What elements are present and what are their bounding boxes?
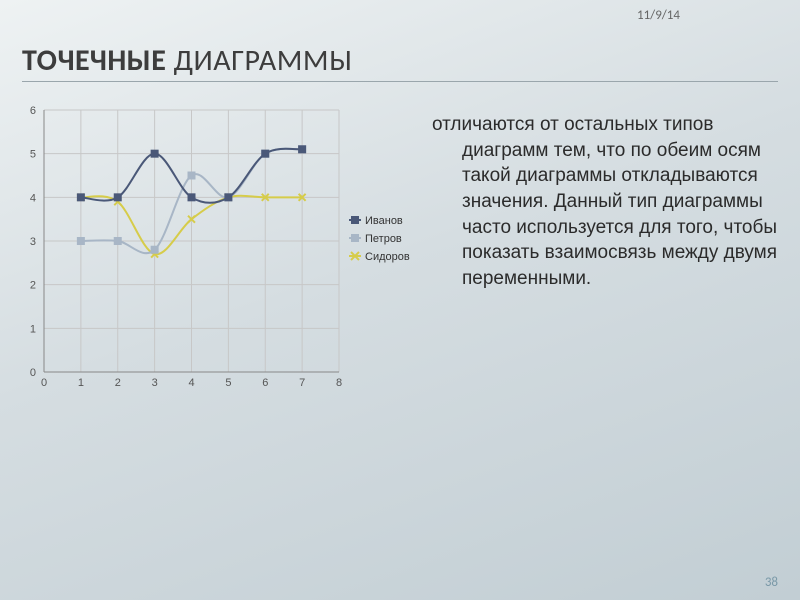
chart-svg: 0 1 2 3 4 5 6 0 1 2 3 4 5 6 7 8 Иванов Петров Сидоров [14,100,424,400]
scatter-chart: 0 1 2 3 4 5 6 0 1 2 3 4 5 6 7 8 Иванов Петров Сидоров [14,100,424,400]
title-bold: ТОЧЕЧНЫЕ [22,42,166,79]
svg-text:0: 0 [30,367,36,379]
svg-text:2: 2 [30,280,36,292]
svg-text:Сидоров: Сидоров [365,251,410,263]
body-text: отличаются от остальных типов диаграмм т… [432,112,780,291]
content-row: 0 1 2 3 4 5 6 0 1 2 3 4 5 6 7 8 Иванов Петров Сидоров отли… [14,100,780,570]
slide-date: 11/9/14 [637,8,680,23]
svg-text:4: 4 [30,192,36,204]
svg-text:3: 3 [152,377,158,389]
svg-text:8: 8 [336,377,342,389]
text-column: отличаются от остальных типов диаграмм т… [424,100,780,570]
svg-text:6: 6 [30,105,36,117]
svg-text:5: 5 [30,149,36,161]
svg-text:7: 7 [299,377,305,389]
svg-text:2: 2 [115,377,121,389]
svg-text:1: 1 [78,377,84,389]
slide-title: ТОЧЕЧНЫЕ ДИАГРАММЫ [22,42,778,79]
svg-text:3: 3 [30,236,36,248]
slide-number: 38 [765,575,778,590]
chart-column: 0 1 2 3 4 5 6 0 1 2 3 4 5 6 7 8 Иванов Петров Сидоров [14,100,424,570]
svg-text:6: 6 [262,377,268,389]
title-block: ТОЧЕЧНЫЕ ДИАГРАММЫ [22,42,778,82]
svg-text:5: 5 [225,377,231,389]
svg-text:1: 1 [30,323,36,335]
svg-text:4: 4 [188,377,194,389]
title-light: ДИАГРАММЫ [166,42,352,79]
svg-text:0: 0 [41,377,47,389]
svg-text:Иванов: Иванов [365,215,403,227]
svg-text:Петров: Петров [365,233,402,245]
